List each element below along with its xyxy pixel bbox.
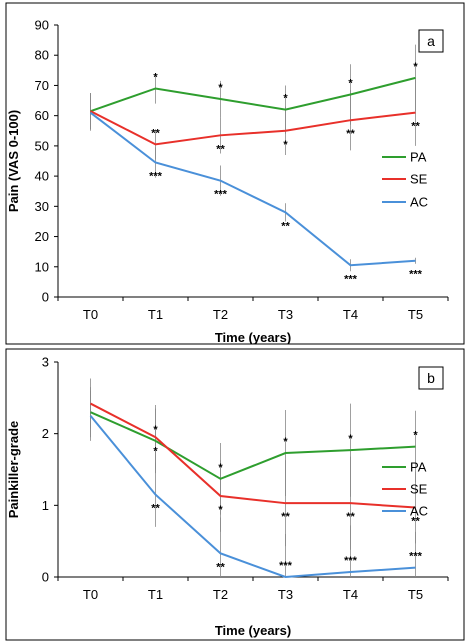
x-axis-title: Time (years) bbox=[215, 623, 291, 638]
significance-label-ac: *** bbox=[344, 273, 358, 285]
legend-label-ac: AC bbox=[410, 504, 428, 519]
significance-label-ac: *** bbox=[409, 551, 423, 563]
y-axis-title: Painkiller-grade bbox=[6, 421, 21, 519]
significance-label-ac: *** bbox=[214, 189, 228, 201]
y-tick-label: 70 bbox=[35, 78, 49, 93]
series-line-se bbox=[90, 402, 416, 509]
legend-label-pa: PA bbox=[410, 150, 427, 165]
significance-label-pa: * bbox=[283, 436, 288, 448]
significance-label-ac: ** bbox=[151, 503, 160, 515]
panel-frame bbox=[5, 348, 465, 641]
significance-label-pa: * bbox=[348, 78, 353, 90]
x-tick-label: T2 bbox=[213, 587, 228, 602]
significance-label-se: * bbox=[153, 445, 158, 457]
legend-label-pa: PA bbox=[410, 460, 427, 475]
significance-label-ac: *** bbox=[279, 560, 293, 572]
y-tick-label: 80 bbox=[35, 48, 49, 63]
x-axis-title: Time (years) bbox=[215, 330, 291, 345]
significance-label-pa: * bbox=[413, 61, 418, 73]
x-tick-label: T0 bbox=[83, 587, 98, 602]
x-tick-label: T1 bbox=[148, 307, 163, 322]
y-tick-label: 1 bbox=[42, 498, 49, 513]
series-line-pa bbox=[90, 411, 416, 480]
significance-label-ac: *** bbox=[409, 269, 423, 281]
significance-label-pa: * bbox=[283, 93, 288, 105]
legend-label-se: SE bbox=[410, 172, 428, 187]
series-line-ac bbox=[89, 415, 416, 579]
x-tick-label: T5 bbox=[408, 587, 423, 602]
y-tick-label: 60 bbox=[35, 108, 49, 123]
significance-label-se: * bbox=[283, 139, 288, 151]
significance-label-ac: *** bbox=[149, 171, 163, 183]
panel-label: a bbox=[427, 33, 435, 49]
x-tick-label: T0 bbox=[83, 307, 98, 322]
chart-panel-a: 0 10 20 30 40 50 60 70 80 90 T0 T1 T2 T3 T4 T5 Time (yea… bbox=[5, 2, 465, 345]
significance-label-se: * bbox=[218, 504, 223, 516]
y-tick-label: 40 bbox=[35, 169, 49, 184]
y-tick-label: 10 bbox=[35, 259, 49, 274]
significance-label-pa: * bbox=[153, 424, 158, 436]
panel-frame bbox=[5, 2, 465, 345]
y-tick-label: 50 bbox=[35, 138, 49, 153]
panel-label-box bbox=[418, 366, 444, 390]
series-line-se bbox=[90, 110, 416, 146]
y-tick-label: 0 bbox=[42, 290, 49, 305]
significance-label-se: ** bbox=[346, 128, 355, 140]
significance-label-ac: ** bbox=[216, 561, 225, 573]
chart-panel-b: 0 1 2 3 T0 T1 T2 T3 T4 T5 Time (years) Painkiller-g… bbox=[5, 348, 465, 641]
x-tick-label: T4 bbox=[343, 587, 358, 602]
significance-label-se: ** bbox=[411, 515, 420, 527]
significance-label-se: ** bbox=[151, 127, 160, 139]
significance-label-pa: * bbox=[218, 82, 223, 94]
y-axis-title: Pain (VAS 0-100) bbox=[6, 110, 21, 212]
legend-label-ac: AC bbox=[410, 195, 428, 210]
x-tick-label: T2 bbox=[213, 307, 228, 322]
significance-label-se: ** bbox=[411, 121, 420, 133]
significance-label-pa: * bbox=[348, 433, 353, 445]
x-tick-label: T1 bbox=[148, 587, 163, 602]
series-line-pa bbox=[90, 76, 416, 113]
y-tick-label: 3 bbox=[42, 355, 49, 370]
y-tick-label: 2 bbox=[42, 426, 49, 441]
significance-label-se: ** bbox=[281, 511, 290, 523]
panel-label-box bbox=[418, 29, 444, 53]
x-tick-label: T3 bbox=[278, 587, 293, 602]
y-tick-label: 0 bbox=[42, 570, 49, 585]
significance-label-pa: * bbox=[218, 462, 223, 474]
y-tick-label: 90 bbox=[35, 18, 49, 33]
y-tick-label: 30 bbox=[35, 199, 49, 214]
y-tick-label: 20 bbox=[35, 229, 49, 244]
panel-label: b bbox=[427, 370, 435, 386]
x-tick-label: T5 bbox=[408, 307, 423, 322]
significance-label-se: ** bbox=[216, 143, 225, 155]
significance-label-ac: *** bbox=[344, 555, 358, 567]
significance-label-pa: * bbox=[413, 430, 418, 442]
x-tick-label: T4 bbox=[343, 307, 358, 322]
significance-label-ac: ** bbox=[281, 220, 290, 232]
x-tick-label: T3 bbox=[278, 307, 293, 322]
significance-label-pa: * bbox=[153, 71, 158, 83]
significance-label-se: ** bbox=[346, 511, 355, 523]
series-line-ac bbox=[89, 111, 416, 267]
legend-label-se: SE bbox=[410, 482, 428, 497]
